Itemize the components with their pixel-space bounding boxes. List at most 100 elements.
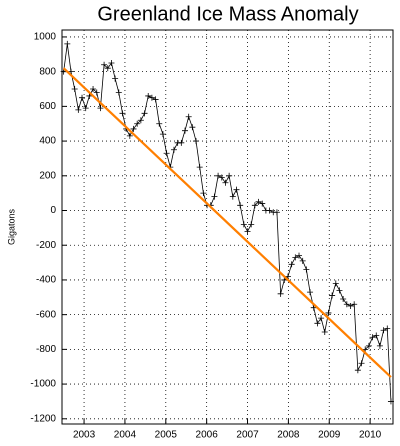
data-point — [193, 138, 200, 145]
y-tick-label: -1000 — [30, 379, 56, 390]
data-line — [63, 43, 392, 402]
data-point — [354, 367, 361, 374]
data-point — [325, 309, 332, 316]
data-point — [369, 334, 376, 341]
data-point — [240, 221, 247, 228]
data-point — [115, 89, 122, 96]
data-point — [178, 139, 185, 146]
data-point — [365, 342, 372, 349]
data-point — [340, 296, 347, 303]
data-point — [233, 186, 240, 193]
data-point — [101, 61, 108, 68]
data-point — [93, 89, 100, 96]
data-point — [336, 287, 343, 294]
data-point — [218, 174, 225, 181]
x-tick-label: 2010 — [359, 430, 382, 441]
data-point — [170, 146, 177, 153]
x-tick-label: 2008 — [277, 430, 300, 441]
data-line — [62, 67, 392, 378]
data-point — [182, 127, 189, 134]
data-point — [351, 301, 358, 308]
y-tick-label: -1200 — [30, 413, 56, 424]
data-point — [373, 332, 380, 339]
data-point — [82, 105, 89, 112]
data-point — [222, 179, 229, 186]
data-point — [112, 75, 119, 82]
data-point — [159, 131, 166, 138]
data-point — [237, 202, 244, 209]
data-point — [148, 94, 155, 101]
y-tick-label: 0 — [50, 205, 56, 216]
data-point — [130, 125, 137, 132]
data-point — [296, 252, 303, 259]
y-tick-label: -200 — [36, 240, 56, 251]
y-tick-label: 800 — [39, 66, 56, 77]
data-point — [266, 207, 273, 214]
data-point — [64, 40, 71, 47]
data-point — [141, 110, 148, 117]
data-point — [104, 65, 111, 72]
x-tick-label: 2009 — [318, 430, 341, 441]
data-point — [200, 190, 207, 197]
data-point — [376, 342, 383, 349]
data-point — [277, 290, 284, 297]
data-point — [79, 94, 86, 101]
data-point — [292, 254, 299, 261]
data-point — [288, 261, 295, 268]
data-point — [380, 327, 387, 334]
data-point — [299, 257, 306, 264]
data-point — [358, 360, 365, 367]
x-tick-label: 2004 — [114, 430, 137, 441]
y-axis-label: Gigatons — [6, 208, 16, 245]
x-tick-label: 2003 — [73, 430, 96, 441]
data-point — [387, 398, 394, 405]
y-tick-label: 400 — [39, 136, 56, 147]
data-point — [163, 150, 170, 157]
data-point — [248, 221, 255, 228]
x-tick-label: 2006 — [196, 430, 219, 441]
data-point — [152, 96, 159, 103]
data-point — [329, 292, 336, 299]
data-point — [90, 86, 97, 93]
data-point — [347, 302, 354, 309]
data-point — [307, 289, 314, 296]
y-tick-label: 1000 — [34, 32, 57, 43]
data-point — [134, 120, 141, 127]
x-tick-label: 2007 — [236, 430, 259, 441]
data-point — [343, 301, 350, 308]
data-point — [185, 113, 192, 120]
data-point — [156, 120, 163, 127]
x-tick-label: 2005 — [155, 430, 178, 441]
chart-title: Greenland Ice Mass Anomaly — [97, 3, 358, 25]
data-point — [97, 105, 104, 112]
y-tick-label: -400 — [36, 275, 56, 286]
data-point — [273, 209, 280, 216]
data-point — [303, 266, 310, 273]
data-point — [321, 329, 328, 336]
data-point — [126, 132, 133, 139]
data-point — [75, 106, 82, 113]
data-point — [71, 86, 78, 93]
data-point — [229, 193, 236, 200]
data-point — [211, 193, 218, 200]
data-point — [332, 280, 339, 287]
data-point — [244, 228, 251, 235]
data-point — [145, 92, 152, 99]
data-point — [259, 200, 266, 207]
y-tick-label: 600 — [39, 101, 56, 112]
plot-frame — [61, 29, 394, 425]
data-point — [314, 320, 321, 327]
data-point — [384, 325, 391, 332]
data-point — [108, 59, 115, 66]
data-point — [137, 117, 144, 124]
data-point — [119, 110, 126, 117]
data-point — [251, 202, 258, 209]
data-point — [196, 164, 203, 171]
y-tick-label: -800 — [36, 344, 56, 355]
data-point — [226, 172, 233, 179]
data-point — [318, 315, 325, 322]
data-point — [189, 124, 196, 131]
data-point — [255, 198, 262, 205]
data-point — [215, 172, 222, 179]
